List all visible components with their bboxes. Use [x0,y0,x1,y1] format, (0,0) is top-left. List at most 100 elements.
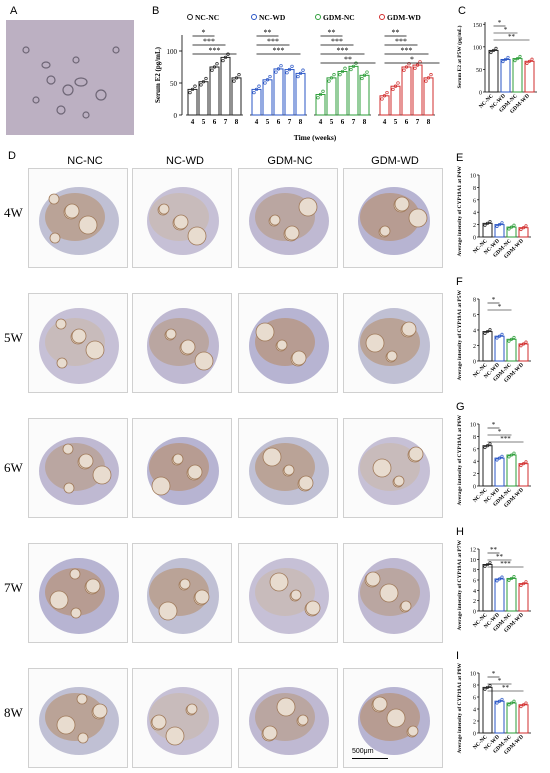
follicle [77,732,89,744]
data-point [506,55,510,59]
follicle [158,203,170,215]
data-point [257,84,261,88]
data-point [495,458,499,462]
y-tick-label: 10 [470,558,476,564]
x-tick-label: 5 [266,118,270,126]
data-point [519,228,523,232]
cyp19a1-p4w-chart: 0 2 4 6 8 10 Average intensity of CYP19A1 at P… [456,165,531,260]
x-tick-label: 8 [363,118,367,126]
x-tick-label: 4 [191,118,195,126]
follicle [365,571,381,587]
data-point [429,73,433,77]
ovary-section-image [343,168,443,268]
y-axis-label: Average intensity of CYP19A1 at P4W (%) [456,165,463,256]
data-point [188,90,192,95]
follicle [298,475,314,491]
bar [390,85,401,116]
legend-label: NC-WD [259,13,286,22]
follicle [158,601,178,621]
y-tick-label: 0 [473,732,476,738]
data-point [215,62,219,66]
y-tick-label: 10 [470,672,476,678]
sig-marker: * [410,55,414,64]
sig-marker: *** [273,46,285,55]
y-tick-label: 2 [473,720,476,726]
data-point [500,454,504,458]
ovary-section-image [238,543,338,643]
follicle [284,225,300,241]
panel-label-e: E [456,152,464,164]
data-point [332,73,336,77]
x-tick-label: 6 [277,118,281,126]
data-point [503,57,508,62]
data-point [343,66,347,70]
data-point [525,61,529,65]
data-point [524,701,528,705]
bar [506,226,517,238]
y-tick-label: 2 [473,599,476,605]
bar [337,70,348,116]
sig-marker: ** [502,684,510,692]
y-tick-label: 8 [473,186,476,192]
sig-marker: * [492,670,496,678]
data-point [485,444,490,448]
data-point [512,335,516,339]
y-tick-label: 6 [473,198,476,204]
follicle [255,322,275,342]
sig-marker: *** [401,46,413,55]
panel-label-g: G [456,401,465,413]
follicle [262,447,282,467]
data-point [327,79,331,83]
bar [231,77,242,116]
data-point [212,65,217,69]
x-tick-label: 5 [202,118,206,126]
legend-label: GDM-NC [323,13,355,22]
follicle [179,578,191,590]
data-point [407,62,411,66]
follicle [408,446,424,462]
row-label-7w: 7W [4,580,23,595]
bar [518,227,529,238]
bar [524,60,535,93]
sig-marker: ** [264,28,272,37]
bar [494,335,505,362]
data-point [483,687,487,691]
bar [494,224,505,238]
y-tick-label: 12 [470,548,476,554]
data-point [507,339,511,343]
data-point [485,685,490,689]
bar [273,68,284,116]
bar [187,88,198,116]
y-tick-label: 4 [473,329,476,335]
follicle [269,214,281,226]
legend-marker [251,14,257,20]
y-axis-label: Average intensity of CYP19A1 at P5W (%) [456,289,463,380]
ovary-section-image [132,668,232,768]
data-point [380,97,384,101]
y-tick-label: 8 [473,435,476,441]
y-tick-label: 6 [473,696,476,702]
ovary-section-image [132,168,232,268]
follicle [92,703,108,719]
cell-micrograph [6,20,134,135]
x-tick-label: 7 [352,118,356,126]
y-tick-label: 0 [473,236,476,242]
follicle [62,443,74,455]
ovary-section-image [28,168,128,268]
y-tick-label: 0 [473,610,476,616]
bar [359,74,370,116]
data-point [221,58,225,63]
sig-marker: * [498,428,502,436]
data-point [365,70,369,74]
data-point [276,67,281,71]
data-point [483,223,487,227]
bar [295,72,306,116]
y-tick-label: 50 [170,80,178,88]
data-point [265,78,270,82]
data-point [521,342,526,346]
data-point [223,55,228,60]
legend-label: NC-NC [195,13,219,22]
data-point [501,60,505,64]
bar [494,700,505,734]
data-point [382,94,387,98]
